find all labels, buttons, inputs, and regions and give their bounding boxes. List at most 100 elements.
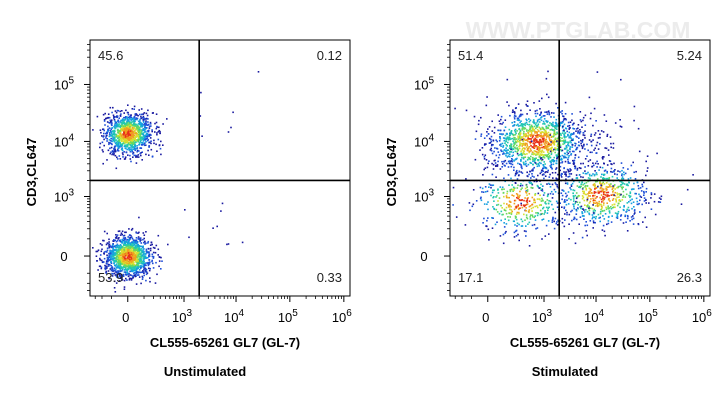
event-dot: [522, 157, 525, 160]
event-dot: [588, 187, 591, 190]
event-dot: [129, 246, 131, 249]
event-dot: [138, 138, 141, 141]
event-dot: [146, 130, 149, 132]
event-dot: [141, 131, 143, 133]
event-dot: [120, 265, 122, 268]
event-dot: [133, 125, 136, 127]
event-dot: [541, 146, 543, 149]
event-dot: [501, 142, 504, 145]
event-dot: [480, 196, 482, 199]
event-dot: [546, 135, 549, 137]
event-dot: [509, 132, 511, 135]
event-dot: [572, 198, 575, 200]
event-dot: [580, 142, 582, 145]
event-dot: [533, 139, 535, 142]
event-dot: [621, 178, 623, 180]
event-dot: [613, 162, 615, 165]
event-dot: [118, 257, 121, 259]
event-dot: [563, 139, 565, 142]
event-dot: [132, 135, 134, 138]
event-dot: [507, 141, 509, 144]
event-dot: [138, 266, 140, 268]
event-dot: [492, 144, 494, 146]
event-dot: [517, 205, 519, 207]
event-dot: [604, 234, 606, 237]
event-dot: [542, 120, 545, 123]
event-dot: [120, 136, 122, 139]
event-dot: [535, 212, 537, 214]
event-dot: [145, 250, 148, 252]
event-dot: [607, 220, 610, 222]
event-dot: [512, 154, 514, 157]
event-dot: [114, 124, 116, 127]
event-dot: [496, 211, 499, 213]
event-dot: [621, 199, 624, 201]
event-dot: [597, 130, 600, 132]
event-dot: [554, 141, 557, 143]
event-dot: [106, 138, 108, 140]
event-dot: [125, 248, 128, 251]
event-dot: [116, 255, 118, 258]
event-dot: [593, 202, 595, 204]
event-dot: [496, 165, 499, 167]
event-dot: [568, 223, 570, 225]
event-dot: [532, 206, 534, 209]
event-dot: [571, 182, 574, 185]
event-dot: [599, 196, 601, 199]
event-dot: [624, 215, 626, 218]
event-dot: [520, 218, 523, 221]
event-dot: [144, 131, 147, 133]
event-dot: [117, 148, 119, 151]
event-dot: [112, 152, 114, 155]
event-dot: [502, 137, 505, 139]
event-dot: [143, 118, 146, 121]
event-dot: [521, 138, 524, 141]
event-dot: [143, 272, 145, 274]
event-dot: [111, 127, 114, 129]
event-dot: [511, 184, 513, 186]
event-dot: [608, 177, 611, 179]
event-dot: [535, 227, 537, 230]
event-dot: [578, 132, 581, 135]
event-dot: [131, 241, 133, 243]
event-dot: [560, 132, 562, 135]
event-dot: [609, 200, 611, 202]
event-dot: [516, 169, 518, 172]
event-dot: [125, 264, 127, 267]
event-dot: [633, 182, 635, 185]
event-dot: [532, 146, 534, 149]
event-dot: [120, 248, 122, 251]
event-dot: [603, 177, 606, 180]
event-dot: [131, 277, 133, 280]
event-dot: [129, 132, 131, 134]
event-dot: [110, 135, 112, 137]
event-dot: [607, 194, 609, 196]
event-dot: [650, 193, 653, 196]
event-dot: [540, 141, 543, 143]
event-dot: [137, 138, 139, 141]
event-dot: [629, 195, 632, 197]
event-dot: [492, 168, 495, 170]
event-dot: [552, 218, 554, 221]
event-dot: [536, 227, 539, 229]
event-dot: [529, 182, 531, 185]
event-dot: [607, 149, 610, 151]
event-dot: [129, 238, 131, 240]
event-dot: [540, 189, 543, 191]
event-dot: [138, 245, 140, 247]
event-dot: [137, 274, 139, 276]
event-dot: [125, 252, 127, 255]
event-dot: [572, 138, 574, 140]
event-dot: [640, 190, 643, 192]
event-dot: [565, 141, 567, 143]
event-dot: [118, 255, 120, 258]
event-dot: [509, 114, 511, 117]
event-dot: [142, 136, 144, 138]
event-dot: [158, 144, 161, 147]
event-dot: [115, 124, 117, 127]
event-dot: [548, 112, 551, 114]
event-dot: [585, 187, 587, 190]
event-dot: [123, 131, 125, 134]
event-dot: [537, 174, 539, 177]
event-dot: [109, 257, 112, 260]
